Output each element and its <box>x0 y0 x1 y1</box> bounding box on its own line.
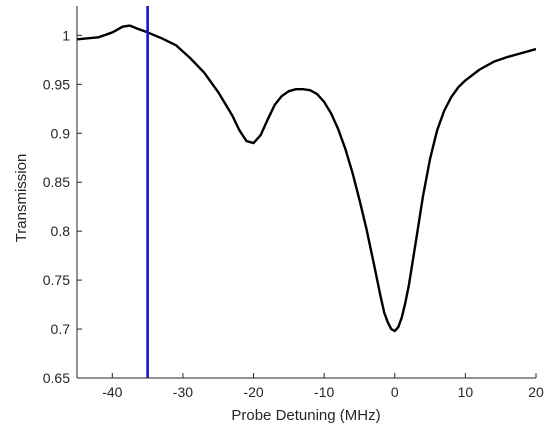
x-tick-label: 20 <box>528 384 544 400</box>
x-axis-label: Probe Detuning (MHz) <box>231 407 380 424</box>
x-axis-ticks: -40 -30 -20 -10 0 10 20 <box>102 373 544 400</box>
data-lines <box>77 6 536 378</box>
plot-area <box>77 6 536 378</box>
y-axis-label: Transmission <box>13 154 30 243</box>
y-axis-ticks: 0.65 0.7 0.75 0.8 0.85 0.9 0.95 1 <box>43 27 82 386</box>
y-tick-label: 1 <box>62 27 70 43</box>
y-tick-label: 0.8 <box>51 223 71 239</box>
y-tick-label: 0.7 <box>51 321 71 337</box>
x-tick-label: -40 <box>102 384 122 400</box>
transmission-line <box>77 24 536 333</box>
plot-background <box>77 6 536 378</box>
x-tick-label: -30 <box>173 384 193 400</box>
axes <box>76 6 536 379</box>
x-tick-label: 0 <box>391 384 399 400</box>
y-tick-label: 0.95 <box>43 76 70 92</box>
x-tick-label: 10 <box>458 384 474 400</box>
y-tick-label: 0.9 <box>51 125 71 141</box>
y-tick-label: 0.85 <box>43 174 70 190</box>
y-tick-label: 0.75 <box>43 272 70 288</box>
y-tick-label: 0.65 <box>43 370 70 386</box>
x-tick-label: -10 <box>314 384 334 400</box>
x-tick-label: -20 <box>243 384 263 400</box>
